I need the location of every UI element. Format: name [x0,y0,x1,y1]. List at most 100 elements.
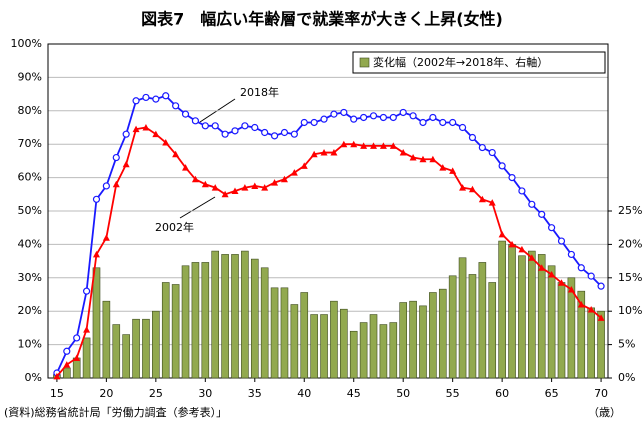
marker [112,153,120,162]
marker [528,254,536,261]
marker [152,95,160,103]
bar [300,292,309,379]
bar [458,257,467,379]
marker [577,301,585,308]
marker [567,250,575,259]
bar [340,308,348,379]
bar [419,305,427,379]
bar [448,275,457,379]
marker [488,148,496,157]
y-tick-label: 40% [18,237,42,250]
marker [310,150,318,158]
marker [271,179,279,186]
marker [409,154,417,161]
bar [310,314,318,379]
marker [369,112,378,120]
y-tick-label: 0% [25,371,42,384]
marker [251,123,259,132]
bar [250,258,259,379]
marker [518,187,526,195]
marker [498,230,506,238]
bar [72,357,81,379]
marker [449,167,457,174]
bar [597,310,605,379]
marker [597,314,605,321]
marker [488,199,496,206]
y2-tick-label: 10% [618,304,642,317]
bar [280,287,289,379]
marker [429,155,437,163]
marker [538,264,546,271]
marker [241,184,249,191]
y2-tick-label: 25% [618,204,642,217]
marker [63,361,71,368]
x-tick-label: 40 [297,387,311,400]
y-tick-label: 90% [18,70,42,83]
marker [102,182,110,190]
y-tick-label: 80% [18,104,42,117]
marker [241,122,249,130]
marker [508,240,516,248]
bar [379,324,388,379]
bar [389,322,398,379]
marker [597,282,605,290]
bar [438,288,447,379]
bar [537,254,546,379]
marker [182,164,190,171]
bar [547,265,556,379]
marker [92,195,101,203]
bar [241,250,249,379]
marker [53,372,61,380]
marker [429,113,437,122]
bar [231,254,239,379]
bar [112,324,121,379]
bar [122,334,130,379]
y-tick-label: 70% [18,137,42,150]
x-tick-label: 30 [198,387,212,400]
marker [73,354,81,361]
marker [270,132,279,140]
marker [528,200,536,208]
x-tick-label: 25 [149,387,163,400]
bar [132,318,140,379]
marker [379,142,387,149]
bar [181,265,190,379]
marker [340,140,348,148]
y-tick-label: 100% [11,37,42,50]
plot-frame [47,43,609,379]
marker [191,175,199,183]
marker [172,102,180,110]
marker [340,108,348,117]
marker [439,164,447,171]
marker [478,143,486,152]
bar [577,290,586,379]
marker [330,110,338,118]
bar [82,337,91,379]
annotation: 2002年 [155,220,194,234]
marker [82,287,91,295]
marker [587,306,595,313]
bar [142,318,150,379]
x-tick-label: 55 [446,387,460,400]
marker [389,142,397,149]
bar [330,300,338,379]
marker [152,130,160,138]
marker [132,97,140,105]
bar [557,282,566,379]
x-unit: （歳） [588,406,621,419]
annotation-arrow [179,196,216,219]
x-tick-label: 50 [396,387,410,400]
bar [468,274,477,379]
marker [538,210,546,218]
marker [587,272,595,280]
marker [458,123,467,132]
marker [419,118,427,127]
legend: 変化幅（2002年→2018年、右軸） [352,51,606,74]
marker [310,118,318,127]
marker [112,180,120,188]
bar [508,244,516,379]
marker [468,133,477,142]
legend-label: 変化幅（2002年→2018年、右軸） [373,55,548,69]
marker [280,175,288,183]
